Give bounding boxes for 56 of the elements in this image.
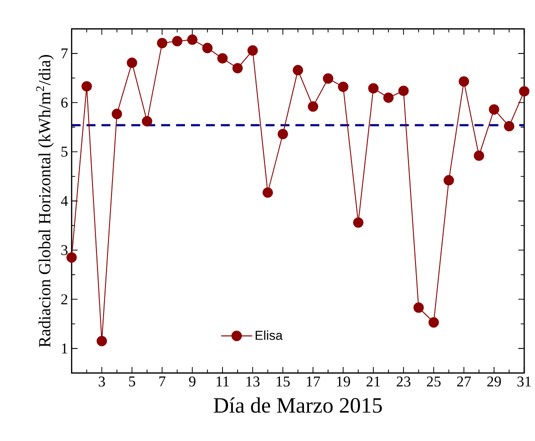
point [262, 188, 273, 198]
legend-label: Elisa [256, 330, 283, 340]
y-tick-label: 2 [61, 294, 68, 304]
point [96, 336, 108, 346]
x-tick-label: 25 [426, 376, 441, 387]
x-tick-label: 5 [129, 376, 136, 387]
x-tick-label: 23 [396, 376, 410, 387]
point [488, 104, 500, 115]
point [142, 116, 152, 127]
point [187, 34, 198, 46]
y-tick-label: 5 [62, 146, 68, 157]
point [413, 302, 424, 314]
point [444, 175, 454, 186]
point [202, 42, 213, 54]
x-tick-label: 27 [457, 376, 471, 387]
point [126, 58, 138, 68]
point [292, 65, 304, 76]
point [112, 108, 122, 120]
x-tick-label: 7 [159, 376, 166, 386]
y-axis-title: Radiacion Global Horizontal (kWh/m$^{2}$/dia) [36, 55, 54, 348]
y-tick-label: 4 [60, 196, 68, 206]
point [156, 38, 168, 48]
point [398, 86, 409, 96]
y-tick-label: 3 [61, 245, 68, 256]
point [338, 82, 348, 92]
x-axis-title: Día de Marzo 2015 [214, 398, 382, 413]
x-tick-label: 29 [487, 376, 501, 387]
point [519, 86, 530, 97]
point [81, 81, 92, 92]
y-tick-label: 7 [62, 48, 68, 58]
x-tick-label: 21 [366, 376, 380, 387]
point [353, 218, 364, 228]
point [66, 252, 77, 263]
point [308, 101, 318, 112]
point [428, 317, 439, 328]
y-tick-label: 1 [62, 344, 68, 354]
x-tick-label: 15 [276, 376, 290, 387]
x-tick-label: 11 [216, 376, 229, 387]
point [217, 53, 228, 64]
point [278, 129, 288, 140]
x-tick-label: 13 [246, 376, 260, 387]
x-tick-label: 31 [517, 376, 531, 387]
y-tick-label: 6 [61, 98, 68, 108]
x-tick-label: 17 [306, 376, 320, 387]
point [232, 63, 243, 74]
point [458, 76, 470, 87]
x-tick-label: 9 [189, 376, 196, 387]
point [368, 83, 379, 94]
point [247, 45, 258, 56]
point [322, 73, 334, 84]
point [504, 121, 514, 132]
x-tick-label: 19 [337, 376, 350, 387]
point [172, 36, 182, 47]
x-tick-label: 3 [98, 376, 105, 387]
point [383, 92, 394, 104]
point [474, 150, 484, 162]
